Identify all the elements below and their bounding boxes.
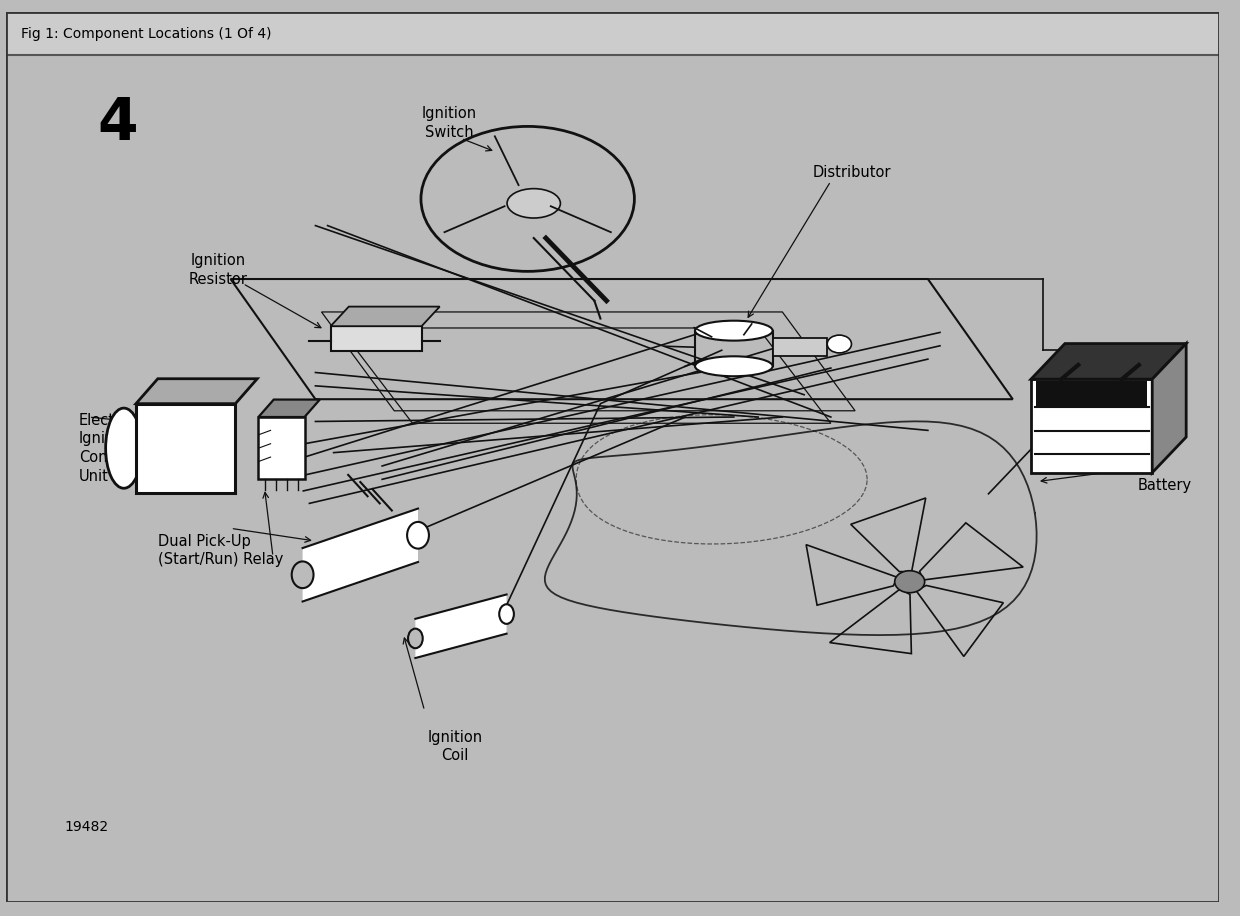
Polygon shape: [258, 417, 305, 479]
Polygon shape: [303, 508, 418, 602]
Bar: [1035, 381, 1147, 408]
Polygon shape: [773, 338, 827, 355]
Polygon shape: [136, 378, 257, 404]
Ellipse shape: [408, 628, 423, 649]
Text: Electronic
Ignition
Control
Unit: Electronic Ignition Control Unit: [79, 413, 151, 484]
Text: Battery: Battery: [1137, 478, 1192, 493]
Text: Fig 1: Component Locations (1 Of 4): Fig 1: Component Locations (1 Of 4): [21, 27, 272, 40]
Polygon shape: [258, 399, 320, 417]
Ellipse shape: [507, 189, 560, 218]
Ellipse shape: [407, 522, 429, 549]
Text: Ignition
Switch: Ignition Switch: [422, 106, 476, 140]
Polygon shape: [1152, 344, 1187, 473]
Text: 4: 4: [97, 94, 138, 152]
Text: Ignition
Resistor: Ignition Resistor: [188, 254, 248, 287]
Text: 19482: 19482: [64, 820, 109, 834]
Text: Distributor: Distributor: [812, 165, 892, 180]
Polygon shape: [1030, 379, 1152, 473]
Circle shape: [827, 335, 852, 353]
Text: Dual Pick-Up
(Start/Run) Relay: Dual Pick-Up (Start/Run) Relay: [157, 534, 283, 567]
Ellipse shape: [696, 356, 773, 376]
Circle shape: [895, 571, 925, 593]
Bar: [6, 12, 1219, 55]
Ellipse shape: [500, 605, 513, 624]
Ellipse shape: [291, 562, 314, 588]
Polygon shape: [331, 326, 422, 351]
Ellipse shape: [105, 409, 143, 488]
Polygon shape: [136, 404, 236, 493]
Polygon shape: [415, 594, 507, 658]
Text: Ignition
Coil: Ignition Coil: [428, 730, 482, 763]
Polygon shape: [331, 307, 440, 326]
Polygon shape: [1030, 344, 1187, 379]
Ellipse shape: [696, 321, 773, 341]
